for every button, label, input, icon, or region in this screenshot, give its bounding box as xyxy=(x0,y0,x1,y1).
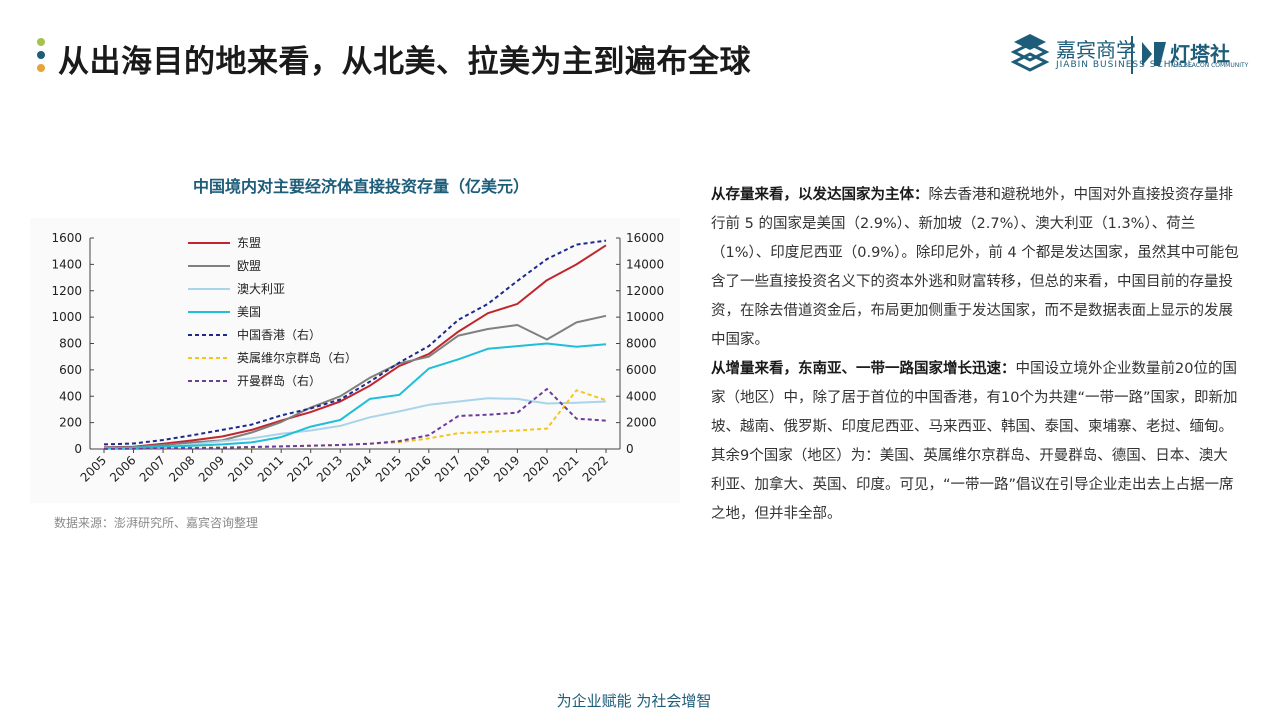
jiabin-brand-name: 嘉宾商学 xyxy=(1056,38,1136,62)
beacon-logo-icon xyxy=(1142,42,1166,66)
left-y-tick-label: 0 xyxy=(74,442,82,456)
beacon-brand-name: 灯塔社 xyxy=(1170,42,1230,66)
paragraph-stock-body: 除去香港和避税地外，中国对外直接投资存量排行前 5 的国家是美国（2.9%）、新… xyxy=(711,187,1239,348)
right-y-tick-label: 2000 xyxy=(626,416,657,430)
jiabin-logo-icon xyxy=(1010,34,1050,72)
title-dot-1 xyxy=(37,38,45,46)
right-y-tick-label: 14000 xyxy=(626,257,664,271)
legend-label-1: 东盟 xyxy=(237,236,261,250)
series-line-1 xyxy=(103,244,607,449)
left-y-tick-label: 200 xyxy=(59,416,82,430)
chart-background xyxy=(30,218,680,503)
right-y-tick-label: 8000 xyxy=(626,337,657,351)
right-y-tick-label: 16000 xyxy=(626,231,664,245)
paragraph-flow-body: 中国设立境外企业数量前20位的国家（地区）中，除了居于首位的中国香港，有10个为… xyxy=(711,361,1238,522)
legend-label-7: 开曼群岛（右） xyxy=(237,373,321,388)
jiabin-brand-sub: JIABIN BUSINESS SCHOOL xyxy=(1056,60,1194,70)
footer-slogan: 为企业赋能 为社会增智 xyxy=(556,692,712,710)
legend-label-5: 中国香港（右） xyxy=(237,327,321,342)
brand-logos: 嘉宾商学 JIABIN BUSINESS SCHOOL 灯塔社 THE BEAC… xyxy=(1010,32,1260,78)
paragraph-flow: 从增量来看，东南亚、一带一路国家增长迅速：中国设立境外企业数量前20位的国家（地… xyxy=(711,355,1241,529)
paragraph-flow-heading: 从增量来看，东南亚、一带一路国家增长迅速： xyxy=(711,361,1016,377)
title-dot-2 xyxy=(37,51,45,59)
left-y-tick-label: 1600 xyxy=(51,231,82,245)
page-title: 从出海目的地来看，从北美、拉美为主到遍布全球 xyxy=(58,44,751,80)
left-y-tick-label: 600 xyxy=(59,363,82,377)
legend-label-2: 欧盟 xyxy=(237,259,261,273)
analysis-text: 从存量来看，以发达国家为主体：除去香港和避税地外，中国对外直接投资存量排行前 5… xyxy=(711,181,1241,529)
right-y-tick-label: 12000 xyxy=(626,284,664,298)
right-y-tick-label: 10000 xyxy=(626,310,664,324)
left-y-tick-label: 1400 xyxy=(51,257,82,271)
beacon-brand-sub: THE BEACON COMMUNITY xyxy=(1170,62,1249,69)
series-line-5 xyxy=(103,239,607,446)
investment-stock-line-chart: 0200400600800100012001400160002000400060… xyxy=(30,218,680,503)
series-line-2 xyxy=(103,314,607,449)
left-y-tick-label: 1000 xyxy=(51,310,82,324)
title-bullet-dots xyxy=(37,38,47,77)
series-line-4 xyxy=(103,342,607,449)
legend-label-3: 澳大利亚 xyxy=(237,282,285,296)
paragraph-stock: 从存量来看，以发达国家为主体：除去香港和避税地外，中国对外直接投资存量排行前 5… xyxy=(711,181,1241,355)
left-y-tick-label: 400 xyxy=(59,389,82,403)
right-y-tick-label: 4000 xyxy=(626,389,657,403)
data-source-note: 数据来源：澎湃研究所、嘉宾咨询整理 xyxy=(54,516,259,530)
right-y-tick-label: 0 xyxy=(626,442,634,456)
right-y-tick-label: 6000 xyxy=(626,363,657,377)
series-line-3 xyxy=(103,397,607,450)
legend-label-6: 英属维尔京群岛（右） xyxy=(237,350,357,365)
left-y-tick-label: 1200 xyxy=(51,284,82,298)
left-y-tick-label: 800 xyxy=(59,337,82,351)
paragraph-stock-heading: 从存量来看，以发达国家为主体： xyxy=(711,187,929,203)
chart-title: 中国境内对主要经济体直接投资存量（亿美元） xyxy=(192,177,529,196)
logo-divider xyxy=(1131,36,1133,74)
title-dot-3 xyxy=(37,64,45,72)
legend-label-4: 美国 xyxy=(237,305,261,319)
